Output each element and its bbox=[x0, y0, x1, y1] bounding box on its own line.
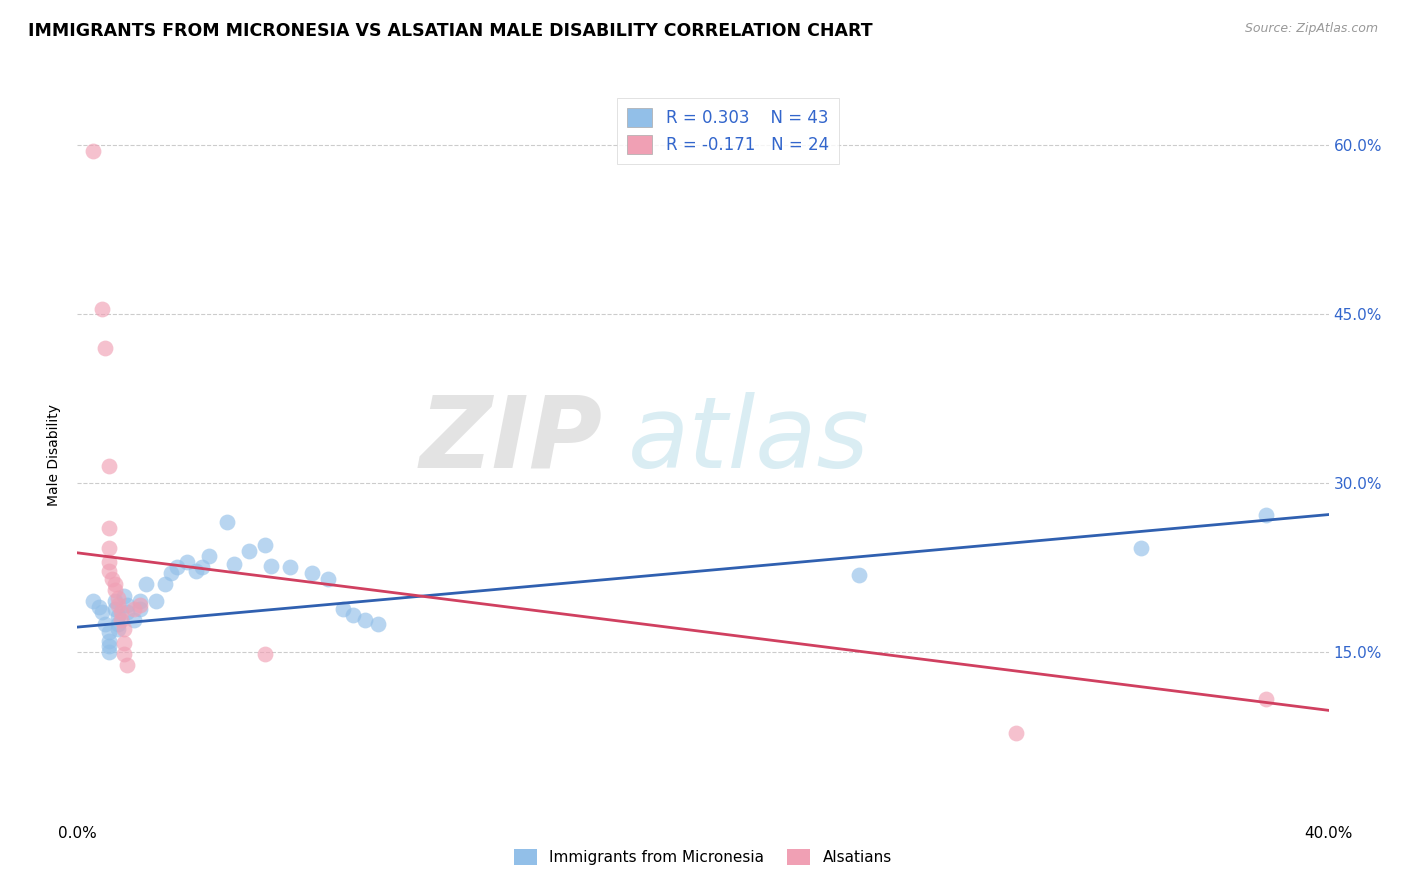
Point bbox=[1256, 692, 1278, 706]
Point bbox=[91, 301, 114, 316]
Point bbox=[82, 144, 104, 158]
Point bbox=[97, 521, 120, 535]
Point bbox=[91, 606, 114, 620]
Text: Source: ZipAtlas.com: Source: ZipAtlas.com bbox=[1244, 22, 1378, 36]
Point bbox=[217, 516, 239, 530]
Point bbox=[1005, 726, 1028, 740]
Point bbox=[117, 658, 139, 673]
Point bbox=[160, 566, 183, 580]
Point bbox=[104, 594, 127, 608]
Point bbox=[238, 543, 260, 558]
Point bbox=[342, 607, 364, 622]
Point bbox=[186, 564, 208, 578]
Point bbox=[110, 613, 132, 627]
Point bbox=[97, 633, 120, 648]
Point bbox=[191, 560, 214, 574]
Point bbox=[260, 559, 283, 574]
Point bbox=[100, 572, 122, 586]
Point bbox=[166, 560, 188, 574]
Point bbox=[94, 616, 117, 631]
Text: IMMIGRANTS FROM MICRONESIA VS ALSATIAN MALE DISABILITY CORRELATION CHART: IMMIGRANTS FROM MICRONESIA VS ALSATIAN M… bbox=[28, 22, 873, 40]
Point bbox=[129, 602, 152, 616]
Point bbox=[104, 577, 127, 591]
Point bbox=[145, 594, 167, 608]
Point bbox=[1256, 508, 1278, 522]
Point bbox=[129, 594, 152, 608]
Point bbox=[94, 341, 117, 355]
Text: ZIP: ZIP bbox=[420, 392, 603, 489]
Point bbox=[848, 568, 870, 582]
Point bbox=[222, 557, 245, 571]
Point bbox=[107, 591, 129, 605]
Y-axis label: Male Disability: Male Disability bbox=[48, 404, 62, 506]
Point bbox=[107, 598, 129, 612]
Point bbox=[97, 639, 120, 653]
Point bbox=[97, 645, 120, 659]
Legend: Immigrants from Micronesia, Alsatians: Immigrants from Micronesia, Alsatians bbox=[508, 843, 898, 871]
Point bbox=[153, 577, 176, 591]
Point bbox=[97, 541, 120, 556]
Point bbox=[112, 623, 135, 637]
Point bbox=[135, 577, 157, 591]
Point bbox=[97, 555, 120, 569]
Point bbox=[97, 459, 120, 474]
Point bbox=[107, 616, 129, 631]
Point bbox=[110, 606, 132, 620]
Point bbox=[332, 602, 354, 616]
Point bbox=[122, 602, 145, 616]
Point bbox=[176, 555, 198, 569]
Point bbox=[107, 623, 129, 637]
Point bbox=[107, 608, 129, 623]
Point bbox=[1130, 541, 1153, 556]
Point bbox=[97, 564, 120, 578]
Point bbox=[197, 549, 219, 564]
Point bbox=[82, 594, 104, 608]
Point bbox=[278, 560, 301, 574]
Point bbox=[129, 598, 152, 612]
Point bbox=[354, 613, 377, 627]
Point bbox=[104, 582, 127, 597]
Point bbox=[254, 538, 277, 552]
Point bbox=[89, 599, 111, 614]
Point bbox=[122, 613, 145, 627]
Point bbox=[112, 647, 135, 661]
Point bbox=[254, 647, 277, 661]
Point bbox=[316, 572, 339, 586]
Point bbox=[104, 602, 127, 616]
Point bbox=[367, 616, 389, 631]
Point bbox=[301, 566, 323, 580]
Text: atlas: atlas bbox=[628, 392, 869, 489]
Point bbox=[97, 624, 120, 639]
Point bbox=[117, 606, 139, 620]
Point bbox=[112, 636, 135, 650]
Point bbox=[117, 598, 139, 612]
Point bbox=[112, 589, 135, 603]
